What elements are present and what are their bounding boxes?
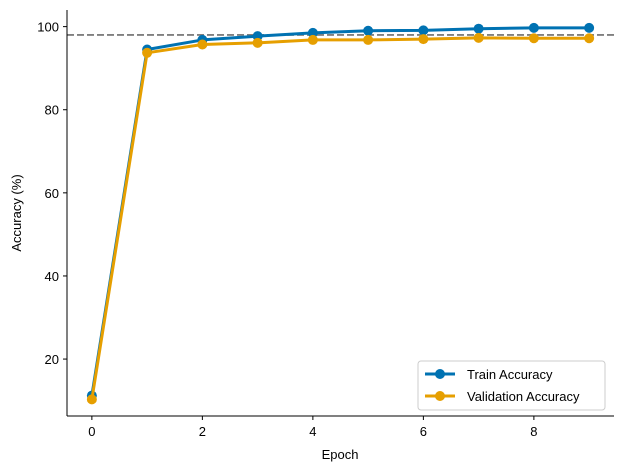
data-point-validation — [307, 34, 318, 45]
y-ticks: 20 40 60 80 100 — [37, 20, 67, 367]
data-point-validation — [584, 33, 595, 44]
y-tick-label: 60 — [45, 186, 59, 201]
legend-label-validation: Validation Accuracy — [467, 389, 580, 404]
x-axis-title: Epoch — [322, 447, 359, 462]
x-tick-label: 0 — [88, 424, 95, 439]
x-tick-label: 4 — [309, 424, 316, 439]
data-point-train — [473, 23, 484, 34]
data-point-train — [363, 25, 374, 36]
y-tick-label: 40 — [45, 269, 59, 284]
legend-swatch-train-marker — [435, 369, 445, 379]
y-axis-title: Accuracy (%) — [9, 174, 24, 251]
data-point-train — [307, 27, 318, 38]
data-point-train — [528, 22, 539, 33]
legend-box — [417, 360, 606, 411]
data-point-validation — [197, 39, 208, 50]
data-point-validation — [252, 37, 263, 48]
data-point-validation — [418, 34, 429, 45]
x-tick-label: 2 — [199, 424, 206, 439]
series-line-train — [90, 26, 591, 398]
x-tick-label: 6 — [420, 424, 427, 439]
data-point-validation — [528, 33, 539, 44]
x-ticks: 0 2 4 6 8 — [88, 416, 538, 439]
legend-label-train: Train Accuracy — [467, 367, 553, 382]
axes — [66, 10, 614, 417]
data-point-train — [418, 25, 429, 36]
legend-swatch-validation-marker — [435, 391, 445, 401]
series-line-validation — [90, 36, 591, 401]
data-point-validation — [363, 34, 374, 45]
data-point-validation — [473, 32, 484, 43]
x-tick-label: 8 — [530, 424, 537, 439]
y-tick-label: 100 — [37, 20, 59, 35]
data-point-train — [584, 22, 595, 33]
y-tick-label: 20 — [45, 352, 59, 367]
plot-area — [67, 22, 614, 405]
data-point-validation — [142, 47, 153, 58]
y-tick-label: 80 — [45, 103, 59, 118]
legend: Train Accuracy Validation Accuracy — [417, 360, 606, 411]
data-point-validation — [86, 394, 97, 405]
